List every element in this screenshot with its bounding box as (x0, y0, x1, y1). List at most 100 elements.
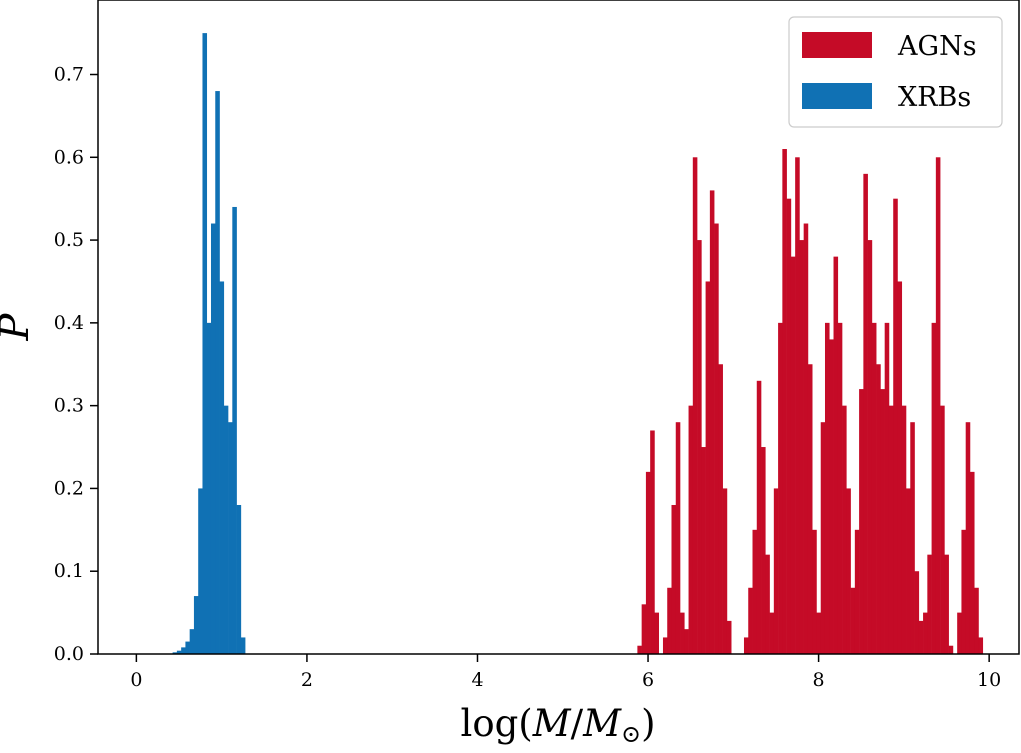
xrb-bar (189, 629, 195, 654)
x-axis-label: log(M/M⊙) (460, 702, 655, 748)
y-tick-label: 0.5 (54, 229, 84, 251)
y-tick-label: 0.0 (54, 643, 84, 665)
agn-bar (671, 504, 677, 654)
xrb-bar (236, 504, 242, 654)
legend: AGNs XRBs (788, 16, 1003, 128)
agn-bar (978, 637, 984, 654)
agn-bar (816, 612, 822, 654)
agn-bar (782, 149, 787, 654)
agn-bar (859, 389, 864, 654)
agn-bar (906, 488, 911, 654)
agn-bar (884, 322, 890, 654)
agn-bar (714, 223, 719, 654)
agn-bar (799, 240, 804, 654)
agn-bar (688, 405, 694, 654)
agn-bar (692, 157, 698, 655)
x-tick-label: 4 (471, 669, 483, 691)
agn-bar (812, 529, 817, 654)
x-axis: 0 2 4 6 8 10 (130, 654, 1001, 691)
agn-bar (641, 604, 647, 654)
agn-bar (837, 322, 843, 654)
x-tick-label: 10 (977, 669, 1001, 691)
agn-bar (944, 554, 949, 654)
agn-bar (786, 198, 792, 654)
agn-bar (718, 364, 723, 654)
agn-bar (923, 612, 928, 654)
agn-bar (820, 422, 826, 654)
agn-bar (790, 256, 796, 654)
xrb-bar (181, 647, 186, 654)
xrb-bar (215, 91, 220, 654)
xrb-bar (228, 422, 233, 654)
agn-bar (931, 322, 937, 654)
agn-bar (974, 587, 979, 654)
agn-bar (965, 422, 971, 654)
y-axis-label: P (0, 312, 38, 341)
xrb-bar (223, 405, 229, 654)
legend-label-agns: AGNs (897, 31, 977, 62)
agn-bar (680, 612, 685, 654)
x-tick-label: 8 (813, 669, 825, 691)
agn-bar (765, 554, 770, 654)
agn-bar (662, 637, 668, 654)
agn-bar (743, 637, 749, 654)
agn-bar (935, 157, 941, 655)
agn-bar (697, 240, 702, 654)
agn-bar (803, 223, 809, 654)
y-axis: 0.0 0.1 0.2 0.3 0.4 0.5 0.6 0.7 (54, 64, 98, 665)
agn-bar (833, 256, 839, 654)
agn-bar (918, 620, 924, 654)
agn-bar (829, 339, 834, 654)
xrb-bar (206, 322, 212, 654)
agn-bar (637, 645, 642, 654)
xrb-bar (172, 652, 178, 654)
xrb-bar (240, 637, 246, 654)
agn-bar (893, 198, 898, 654)
xrb-bar (198, 488, 203, 654)
agn-bar (769, 612, 775, 654)
xrb-bar (232, 206, 237, 654)
agn-bar (914, 571, 920, 654)
agn-bar (969, 471, 975, 654)
legend-label-xrbs: XRBs (898, 82, 971, 113)
y-tick-label: 0.6 (54, 146, 84, 168)
agn-bar (846, 488, 851, 654)
agn-bar (927, 554, 932, 654)
y-tick-label: 0.2 (54, 477, 84, 499)
agn-bar (675, 422, 681, 654)
x-tick-label: 2 (301, 669, 313, 691)
xrb-bar (210, 223, 216, 654)
xrb-bar (193, 596, 199, 654)
xrb-bar (219, 281, 225, 654)
agn-bar (722, 488, 728, 654)
x-tick-label: 0 (130, 669, 142, 691)
x-tick-label: 6 (642, 669, 654, 691)
agn-bar (778, 322, 783, 654)
agn-bar (701, 447, 706, 654)
agn-bar (850, 587, 856, 654)
y-tick-label: 0.3 (54, 395, 84, 417)
agn-bar (667, 587, 672, 654)
agn-bar (876, 364, 881, 654)
y-tick-label: 0.4 (54, 312, 84, 334)
y-tick-label: 0.7 (54, 64, 84, 86)
agn-bar (761, 447, 766, 654)
agn-bar (795, 157, 800, 655)
agn-bar (871, 322, 877, 654)
agn-bar (654, 612, 659, 654)
xrb-bars (172, 33, 246, 655)
agn-bars (637, 149, 984, 655)
agn-bar (752, 529, 758, 654)
agn-bar (824, 322, 830, 654)
agn-bar (709, 190, 715, 654)
agn-bar (940, 405, 945, 654)
agn-bar (645, 471, 651, 654)
agn-bar (773, 488, 779, 654)
plot-frame (97, 0, 1020, 655)
agn-bar (897, 281, 903, 654)
agn-bar (961, 529, 966, 654)
xrb-bar (202, 33, 208, 655)
agn-bar (842, 405, 847, 654)
agn-bar (863, 173, 868, 654)
